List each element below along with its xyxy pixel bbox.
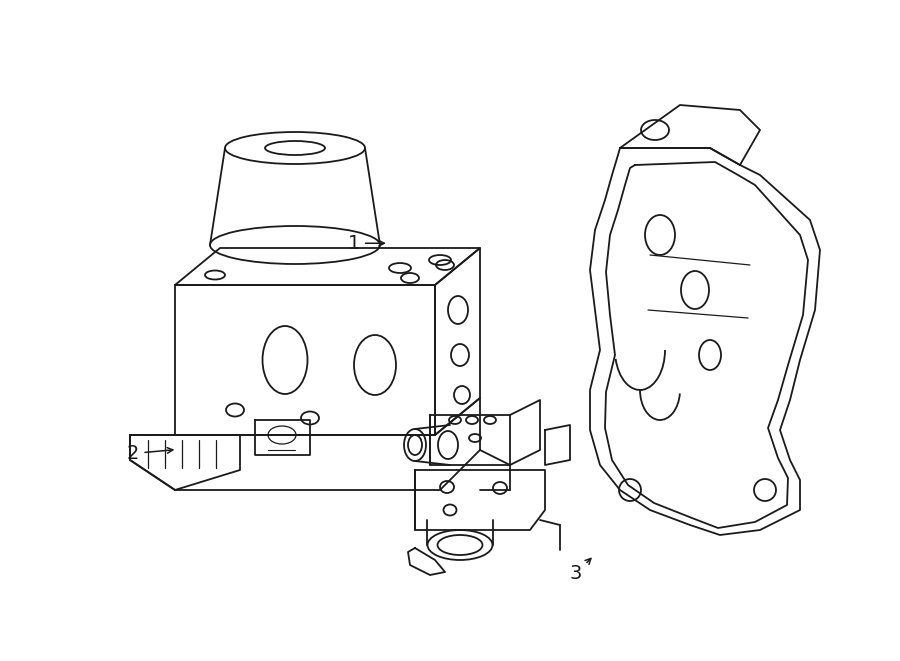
Text: 1: 1 — [347, 234, 384, 253]
Text: 2: 2 — [127, 444, 173, 463]
Text: 3: 3 — [570, 559, 591, 583]
